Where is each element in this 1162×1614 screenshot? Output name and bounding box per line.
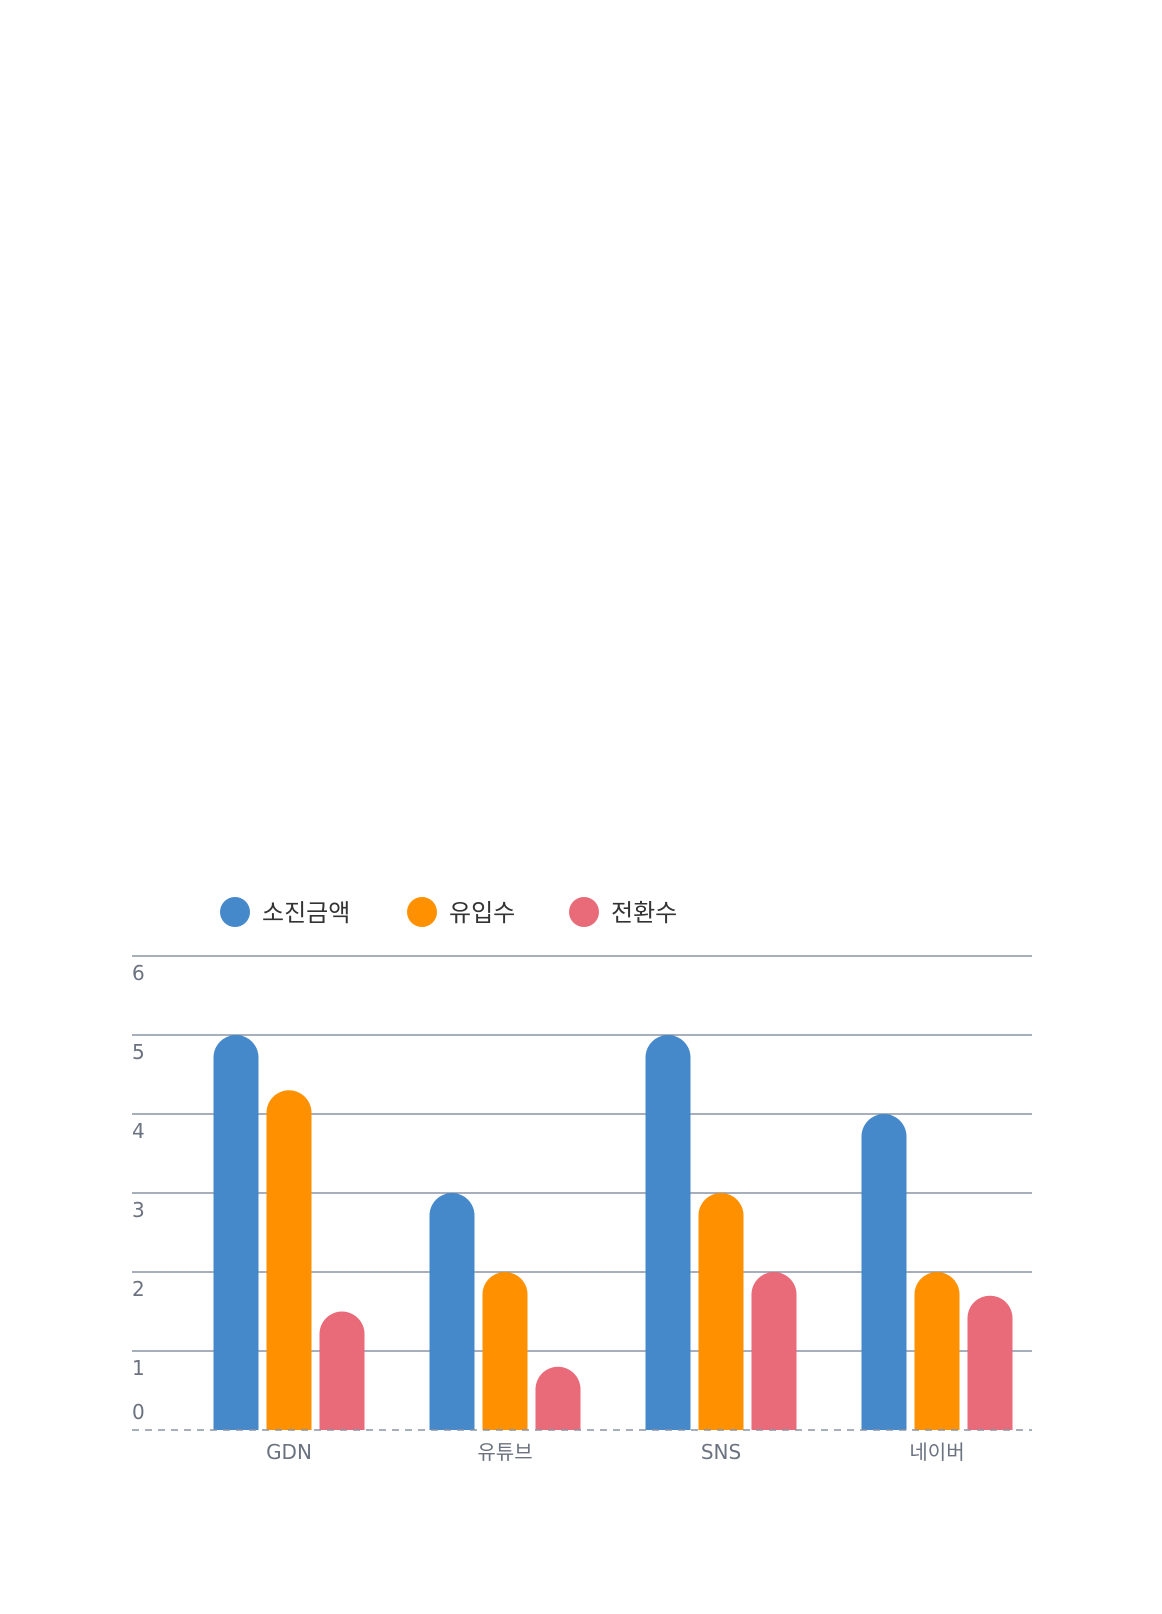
y-tick-label: 5: [132, 1040, 145, 1064]
y-tick-label: 3: [132, 1198, 145, 1222]
bar-2-series-1: [429, 1193, 475, 1430]
legend-label-1: 소진금액: [262, 899, 350, 927]
bar-1-series-2: [266, 1090, 312, 1430]
chart-legend: 소진금액 유입수 전환수: [220, 897, 677, 927]
legend-swatch-3: [569, 897, 599, 927]
x-category-label: GDN: [266, 1440, 312, 1464]
bar-1-series-1: [213, 1035, 259, 1430]
legend-label-2: 유입수: [449, 899, 515, 927]
y-axis-tick-labels: 0 1 2 3 4 5 6: [132, 961, 145, 1424]
bar-3-series-1: [645, 1035, 691, 1430]
x-category-label: SNS: [701, 1440, 741, 1464]
bar-4-series-2: [914, 1272, 960, 1430]
y-tick-label: 6: [132, 961, 145, 985]
bars: [213, 1035, 1013, 1430]
x-axis-category-labels: GDN 유튜브 SNS 네이버: [266, 1440, 965, 1464]
legend-swatch-2: [407, 897, 437, 927]
legend-swatch-1: [220, 897, 250, 927]
x-category-label: 유튜브: [477, 1440, 532, 1464]
bar-1-series-3: [319, 1311, 365, 1430]
x-category-label: 네이버: [909, 1440, 964, 1464]
y-tick-label: 4: [132, 1119, 145, 1143]
bar-3-series-2: [698, 1193, 744, 1430]
bar-3-series-3: [751, 1272, 797, 1430]
y-tick-label: 2: [132, 1277, 145, 1301]
y-tick-label: 0: [132, 1400, 145, 1424]
legend-label-3: 전환수: [611, 899, 677, 927]
bar-2-series-3: [535, 1366, 581, 1430]
bar-4-series-1: [861, 1114, 907, 1430]
bar-2-series-2: [482, 1272, 528, 1430]
bar-4-series-3: [967, 1295, 1013, 1430]
y-tick-label: 1: [132, 1356, 145, 1380]
